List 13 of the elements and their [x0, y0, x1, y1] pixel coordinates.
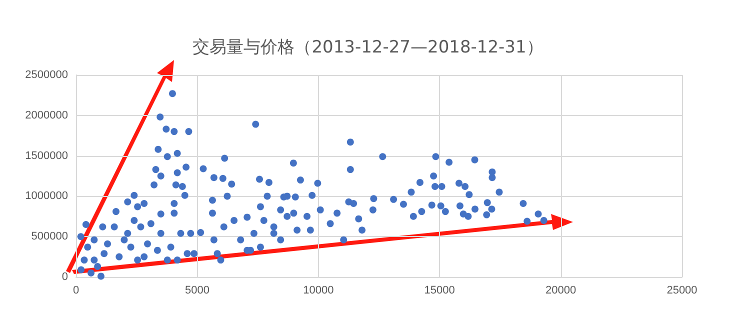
x-tick-label: 20000 [546, 284, 576, 296]
chart-title: 交易量与价格（2013-12-27—2018-12-31） [192, 38, 544, 58]
x-tick-label: 25000 [666, 284, 698, 296]
x-tick-label: 5000 [184, 284, 210, 296]
y-tick-label: 1000000 [25, 190, 68, 202]
y-tick-label: 500000 [31, 230, 68, 243]
x-tick-label: 15000 [424, 284, 455, 296]
x-tick-label: 10000 [303, 284, 334, 296]
x-tick-label: 0 [72, 284, 80, 296]
y-tick-label: 2000000 [25, 109, 68, 122]
y-tick-label: 0 [62, 271, 68, 283]
y-tick-label: 1500000 [25, 150, 68, 162]
y-tick-label: 2500000 [25, 69, 68, 81]
